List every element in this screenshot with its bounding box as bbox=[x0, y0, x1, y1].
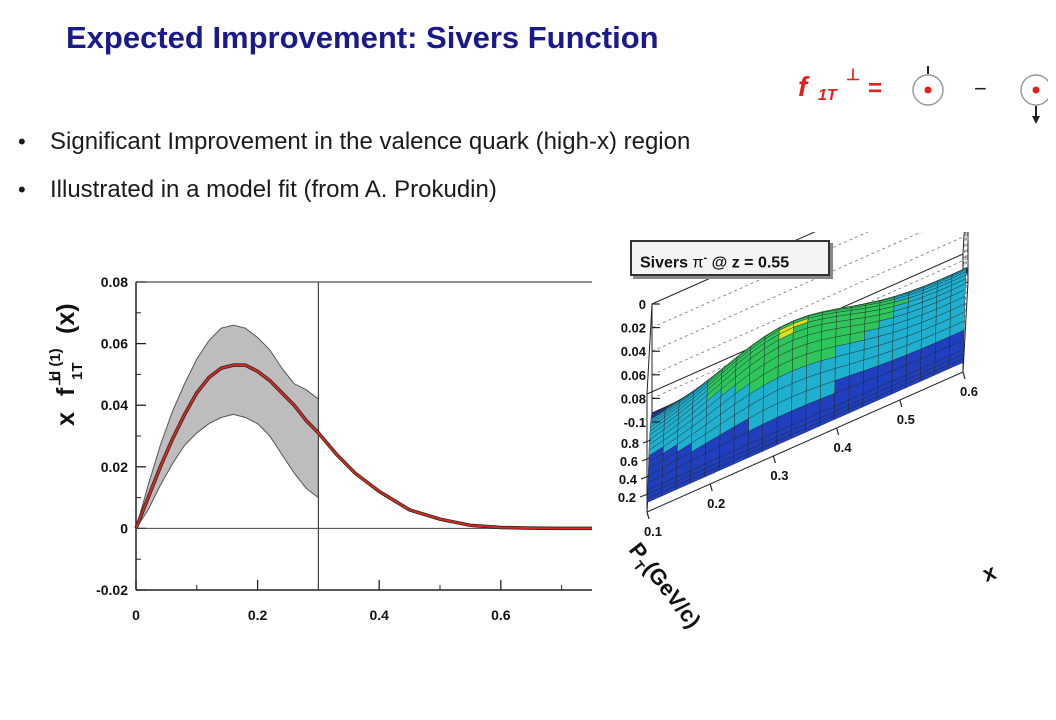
box-edge bbox=[962, 281, 969, 373]
label-charge: - bbox=[703, 252, 708, 264]
x-tick-mark bbox=[836, 427, 840, 436]
x-tick-mark bbox=[899, 399, 903, 408]
x-tick-label: 0.6 bbox=[491, 607, 511, 623]
slide-title: Expected Improvement: Sivers Function bbox=[66, 20, 659, 55]
y-tick-label: 0.08 bbox=[101, 274, 128, 290]
uncertainty-band-area bbox=[135, 324, 319, 529]
z-axis-ticks: 0 0.02 0.04 0.06 0.08 -0.1 bbox=[621, 297, 660, 430]
grid-line bbox=[651, 232, 968, 352]
bullet-list: • Significant Improvement in the valence … bbox=[18, 118, 690, 214]
ylabel-arg: (x) bbox=[52, 303, 80, 334]
pt-label-rest: (GeV/c) bbox=[639, 557, 706, 633]
x-tick-mark bbox=[646, 511, 650, 520]
pt-tick-label: 0.6 bbox=[620, 454, 638, 469]
y-tick-label: 0 bbox=[120, 520, 128, 536]
surface-plot-label: Sivers π- @ z = 0.55 bbox=[630, 240, 830, 276]
pt-tick-mark bbox=[639, 493, 649, 498]
pt-tick-label: 0.4 bbox=[619, 472, 638, 487]
x-tick-label: 0.4 bbox=[834, 440, 853, 455]
bullet-text: Significant Improvement in the valence q… bbox=[50, 128, 691, 155]
sivers-surface-plot: 0 0.02 0.04 0.06 0.08 -0.1 0.1 0.2 0.3 0.4 0.5 0.6… bbox=[618, 232, 1000, 633]
spin-down-icon bbox=[1020, 74, 1048, 124]
x-tick-label: 0.2 bbox=[707, 496, 725, 511]
formula-superscript: ⊥ bbox=[846, 67, 860, 84]
box-edge bbox=[962, 232, 965, 255]
bullet-item: • Significant Improvement in the valence … bbox=[18, 118, 690, 166]
grid-line bbox=[651, 232, 966, 328]
x-tick-mark bbox=[962, 371, 966, 380]
y-tick-label: 0.02 bbox=[101, 459, 128, 475]
sivers-formula: f 1T ⊥ = − bbox=[798, 66, 1048, 124]
x-tick-mark bbox=[709, 483, 713, 492]
bullet-item: • Illustrated in a model fit (from A. Pro… bbox=[18, 166, 690, 214]
y-tick-label: 0.04 bbox=[101, 397, 128, 413]
label-name: Sivers bbox=[640, 254, 689, 272]
ylabel-x: x bbox=[52, 412, 80, 426]
ylabel-subscript: 1T bbox=[69, 362, 86, 380]
formula-equals: = bbox=[868, 75, 882, 102]
y-tick-label: 0.06 bbox=[101, 336, 128, 352]
x-axis-ticks: 0.1 0.2 0.3 0.4 0.5 0.6 bbox=[644, 371, 978, 539]
pt-axis-label: P T (GeV/c) bbox=[624, 538, 706, 633]
pt-tick-mark bbox=[641, 457, 651, 462]
y-axis-ticks: -0.02 0 0.02 0.04 0.06 0.08 bbox=[96, 274, 146, 598]
y-axis-label: x f d (1) 1T ⊥ (x) bbox=[47, 303, 86, 425]
formula-f: f bbox=[798, 71, 810, 102]
bullet-marker: • bbox=[18, 129, 26, 154]
x-tick-label: 0.1 bbox=[644, 524, 662, 539]
ylabel-perp: ⊥ bbox=[47, 373, 64, 386]
z-tick-label: -0.1 bbox=[624, 415, 646, 430]
pt-tick-label: 0.8 bbox=[621, 436, 639, 451]
grid-line bbox=[651, 234, 969, 376]
surface-mesh bbox=[646, 267, 969, 503]
x-axis-label: x bbox=[979, 559, 1000, 587]
spin-up-icon bbox=[912, 66, 944, 106]
box-edge bbox=[646, 371, 964, 513]
plot-frame bbox=[135, 281, 592, 591]
x-tick-label: 0.5 bbox=[897, 412, 915, 427]
formula-minus: − bbox=[974, 76, 987, 101]
pt-tick-mark bbox=[642, 439, 652, 444]
ylabel-superscript: d (1) bbox=[47, 348, 64, 380]
ylabel-f: f bbox=[52, 387, 80, 396]
x-tick-label: 0.3 bbox=[770, 468, 788, 483]
z-tick-label: 0.02 bbox=[621, 321, 646, 336]
z-tick-label: 0 bbox=[639, 297, 646, 312]
label-rest: @ z = 0.55 bbox=[711, 254, 790, 272]
central-curve bbox=[135, 364, 592, 530]
data-lines bbox=[134, 282, 592, 590]
x-tick-label: 0 bbox=[132, 607, 140, 623]
formula-subscript: 1T bbox=[818, 87, 838, 104]
x-axis-ticks: 0 0.2 0.4 0.6 bbox=[132, 580, 563, 623]
label-pi: π bbox=[692, 254, 704, 272]
z-tick-label: 0.06 bbox=[621, 368, 646, 383]
uncertainty-band bbox=[135, 324, 319, 529]
y-tick-label: -0.02 bbox=[96, 582, 128, 598]
bullet-text: Illustrated in a model fit (from A. Prok… bbox=[50, 176, 497, 203]
bullet-marker: • bbox=[18, 177, 26, 202]
x-tick-mark bbox=[772, 455, 776, 464]
z-tick-label: 0.04 bbox=[621, 344, 647, 359]
surface-cell bbox=[646, 491, 662, 503]
z-tick-label: 0.08 bbox=[621, 391, 646, 406]
x-tick-label: 0.2 bbox=[248, 607, 268, 623]
pt-tick-label: 0.2 bbox=[618, 490, 636, 505]
x-tick-label: 0.6 bbox=[960, 384, 978, 399]
x-tick-label: 0.4 bbox=[369, 607, 389, 623]
pt-tick-mark bbox=[640, 475, 650, 480]
pt-axis-ticks: 0.2 0.4 0.6 0.8 bbox=[618, 436, 652, 505]
